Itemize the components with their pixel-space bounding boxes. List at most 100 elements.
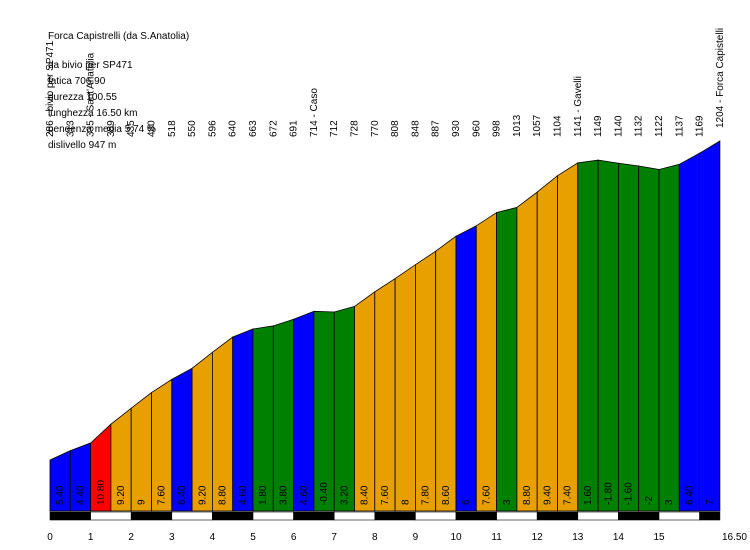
grade-label: 7.80 — [421, 485, 432, 505]
grade-label: 7.60 — [481, 485, 492, 505]
grade-label: 1.60 — [583, 485, 594, 505]
grade-label: -1.80 — [603, 482, 614, 505]
axis-km-block — [252, 511, 294, 521]
elevation-label: 518 — [167, 120, 178, 137]
profile-segment — [333, 305, 355, 512]
elevation-label: 640 — [228, 120, 239, 137]
axis-km-block — [577, 511, 619, 521]
x-tick-label: 16.50 — [722, 532, 747, 543]
grade-label: 8.80 — [218, 485, 229, 505]
elevation-label: 1169 — [695, 115, 706, 137]
x-tick-label: 1 — [88, 532, 94, 543]
grade-labels: 5.40 4.40 10.80 9.20 9 7.60 6.40 9.20 8.80 4.60 1.… — [55, 480, 716, 505]
grade-label: 5.40 — [55, 485, 66, 505]
elevation-label: 313 — [65, 120, 76, 137]
x-tick-label: 0 — [47, 532, 53, 543]
elevation-label: 389 — [106, 120, 117, 137]
info-fatica: fatica 706.90 — [48, 76, 106, 87]
elevation-label: 728 — [350, 120, 361, 137]
elevation-label: 672 — [268, 120, 279, 137]
elevation-label: 1132 — [634, 115, 645, 137]
elevation-label: 480 — [147, 120, 158, 137]
elevation-labels: 286 - bivio per SP471 313 335 - Sant'Anato… — [45, 28, 726, 137]
profile-segment — [211, 336, 234, 512]
distance-tick-labels: 0 1 2 3 4 5 6 7 8 9 10 11 12 13 14 15 16.50 — [47, 532, 747, 543]
grade-label: 1.80 — [258, 485, 269, 505]
elevation-label: 435 — [126, 120, 137, 137]
grade-label: 3.80 — [278, 485, 289, 505]
elevation-label: 960 — [471, 120, 482, 137]
axis-km-block — [130, 511, 173, 521]
info-durezza: durezza 100.55 — [48, 92, 117, 103]
grade-label: 7.60 — [157, 485, 168, 505]
x-tick-label: 2 — [128, 532, 134, 543]
axis-km-block — [212, 511, 254, 521]
x-tick-label: 8 — [372, 532, 378, 543]
profile-segment — [313, 310, 335, 512]
elevation-label: 848 — [410, 120, 421, 137]
elevation-label: 663 — [248, 120, 259, 137]
grade-label: 9.20 — [116, 485, 127, 505]
grade-label: 9.20 — [197, 485, 208, 505]
elevation-label: 286 - bivio per SP471 — [45, 40, 56, 137]
info-pendenza: pendenza media 5.74 % — [48, 124, 156, 135]
info-dislivello: dislivello 947 m — [48, 140, 117, 151]
profile-segment — [658, 163, 680, 512]
info-lunghezza: lunghezza 16.50 km — [48, 108, 138, 119]
axis-km-block — [658, 511, 700, 521]
grade-label: -2 — [644, 496, 655, 505]
chart-title: Forca Capistrelli (da S.Anatolia) — [48, 31, 190, 42]
profile-segments — [49, 140, 721, 512]
x-tick-label: 13 — [572, 532, 584, 543]
grade-label: 8.40 — [360, 485, 371, 505]
grade-label: 4.40 — [75, 485, 86, 505]
axis-km-block — [293, 511, 335, 521]
profile-segment — [638, 165, 660, 512]
elevation-label: 712 — [329, 120, 340, 137]
elevation-label: 808 — [390, 120, 401, 137]
x-tick-label: 9 — [413, 532, 419, 543]
axis-km-block — [374, 511, 416, 521]
profile-segment — [577, 159, 599, 512]
x-tick-label: 6 — [291, 532, 297, 543]
grade-label: 3.20 — [339, 485, 350, 505]
grade-label: 7.40 — [563, 485, 574, 505]
grade-label: 10.80 — [96, 480, 107, 505]
elevation-label: 1013 — [512, 114, 523, 137]
elevation-label: 1104 — [553, 115, 564, 137]
elevation-label: 691 — [289, 120, 300, 137]
x-tick-label: 12 — [532, 532, 544, 543]
profile-segment — [455, 225, 477, 512]
grade-label: 4.60 — [238, 485, 249, 505]
elevation-label: 930 — [451, 120, 462, 137]
grade-label: -1.60 — [624, 482, 635, 505]
grade-label: 6.40 — [684, 485, 695, 505]
grade-label: 9 — [136, 499, 147, 505]
profile-segment — [374, 277, 396, 512]
info-start: da bivio per SP471 — [48, 60, 133, 71]
profile-segment — [618, 162, 640, 512]
elevation-label: 887 — [431, 120, 442, 137]
grade-label: 7 — [705, 499, 716, 505]
elevation-label: 1122 — [654, 115, 665, 137]
axis-km-block — [90, 511, 132, 521]
grade-label: 6.40 — [177, 485, 188, 505]
x-tick-label: 14 — [613, 532, 625, 543]
axis-km-block — [333, 511, 376, 521]
elevation-label: 770 — [370, 120, 381, 137]
x-tick-label: 3 — [169, 532, 175, 543]
profile-segment — [475, 211, 498, 512]
x-tick-label: 11 — [491, 532, 502, 543]
profile-segment — [699, 140, 721, 512]
axis-km-block — [699, 511, 721, 521]
elevation-label: 714 - Caso — [309, 88, 320, 137]
profile-segment — [414, 250, 437, 512]
elevation-label: 550 — [187, 120, 198, 137]
axis-km-block — [618, 511, 660, 521]
profile-segment — [536, 174, 558, 512]
profile-segment — [435, 235, 457, 512]
profile-segment — [597, 159, 619, 512]
grade-label: 7.60 — [380, 485, 391, 505]
axis-km-block — [536, 511, 579, 521]
